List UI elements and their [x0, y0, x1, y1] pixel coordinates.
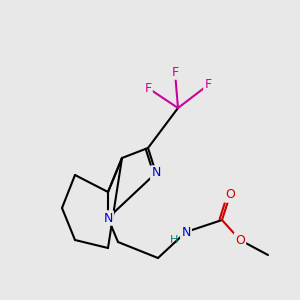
Text: N: N — [181, 226, 191, 238]
Text: O: O — [235, 233, 245, 247]
Text: F: F — [144, 82, 152, 94]
Text: F: F — [171, 65, 178, 79]
Text: N: N — [151, 167, 161, 179]
Text: O: O — [225, 188, 235, 202]
Text: F: F — [204, 79, 211, 92]
Text: H: H — [170, 235, 178, 245]
Text: N: N — [103, 212, 113, 224]
